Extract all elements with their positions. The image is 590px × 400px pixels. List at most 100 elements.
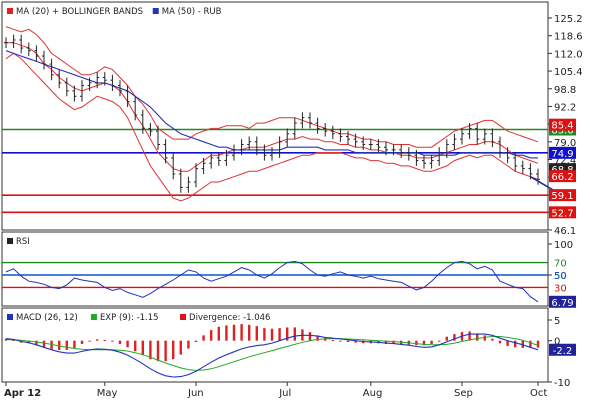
price-bar	[64, 77, 69, 97]
divergence-bar	[316, 335, 319, 341]
rsi-legend-label-0: RSI	[16, 237, 30, 247]
price-legend-label-0: MA (20) + BOLLINGER BANDS	[16, 7, 143, 17]
divergence-bar	[498, 340, 502, 344]
price-bar	[209, 152, 214, 169]
divergence-bar	[172, 340, 175, 360]
price-bar	[178, 168, 183, 193]
divergence-bar	[194, 340, 198, 342]
x-axis-label-0: Apr 12	[4, 388, 41, 399]
rsi-level-label-0: 70	[554, 259, 567, 270]
divergence-bar	[73, 340, 76, 348]
rsi-legend-swatch-0	[7, 238, 13, 244]
price-bar	[300, 112, 305, 129]
divergence-bar	[187, 340, 190, 349]
price-bar	[102, 72, 107, 86]
divergence-bar	[278, 328, 281, 341]
divergence-bar	[103, 340, 106, 342]
x-axis-label-1: May	[97, 388, 118, 399]
bollinger-upper-line	[5, 26, 539, 148]
rsi-marker-tag-0-box	[549, 295, 576, 308]
divergence-bar	[529, 340, 532, 348]
divergence-bar	[27, 340, 30, 344]
price-bar	[72, 85, 77, 102]
price-level-tag-0-label: 83.6	[551, 125, 573, 136]
price-bar	[414, 149, 419, 166]
divergence-bar	[445, 336, 448, 341]
divergence-bar	[476, 333, 479, 341]
price-bar	[422, 155, 426, 169]
price-bar	[156, 125, 160, 150]
macd-legend-swatch-2	[180, 314, 187, 320]
x-axis-label-5: Sep	[454, 388, 473, 399]
price-bar	[353, 133, 358, 148]
divergence-bar	[134, 340, 137, 352]
price-level-tag-2-box	[549, 189, 576, 202]
macd-axis-label-0: 5	[554, 316, 560, 327]
divergence-bar	[12, 340, 15, 342]
price-axis-label-0: 125.2	[554, 14, 583, 25]
price-axis-label-5: 92.2	[554, 102, 576, 113]
divergence-bar	[164, 340, 167, 362]
divergence-bar	[202, 335, 205, 341]
price-bar	[34, 45, 39, 62]
price-bar	[87, 77, 92, 91]
price-level-tag-1-label: 74.9	[551, 149, 573, 160]
price-bar	[338, 128, 343, 142]
price-bar	[19, 34, 24, 54]
macd-axis-label-1: 0	[554, 337, 560, 348]
divergence-bar	[156, 340, 160, 362]
price-level-tag-3-label: 52.7	[551, 208, 573, 219]
price-bar	[140, 109, 145, 134]
divergence-bar	[232, 324, 236, 341]
divergence-bar	[438, 340, 441, 342]
price-legend-swatch-1	[152, 8, 159, 14]
price-panel-frame	[1, 1, 549, 231]
macd-axis-label-2: -10	[554, 378, 570, 389]
price-bar	[239, 139, 244, 156]
price-bar	[467, 123, 472, 140]
rsi-panel-frame	[1, 231, 549, 307]
divergence-bar	[217, 326, 220, 341]
price-bar	[95, 72, 100, 89]
price-bar	[4, 37, 8, 49]
divergence-bar	[483, 335, 486, 341]
price-bar	[148, 123, 153, 137]
price-bar	[11, 34, 16, 49]
price-bar	[399, 144, 404, 158]
price-bar	[80, 80, 84, 102]
price-axis-label-12: 46.1	[554, 226, 576, 237]
divergence-bar	[255, 326, 258, 341]
macd-legend-swatch-0	[7, 314, 13, 320]
price-level-tag-1-box	[549, 146, 576, 159]
price-bar	[520, 160, 525, 174]
price-bar	[429, 155, 434, 169]
price-bar	[460, 128, 464, 145]
price-bar	[330, 125, 335, 140]
macd-line	[5, 333, 539, 378]
price-bar	[57, 69, 62, 89]
price-bar	[513, 152, 518, 172]
divergence-bar	[179, 340, 182, 355]
divergence-bar	[286, 327, 289, 341]
divergence-bar	[141, 340, 144, 356]
price-axis-label-8: 72.4	[554, 156, 576, 167]
price-bar	[346, 131, 350, 145]
divergence-bar	[96, 339, 99, 341]
price-bar	[247, 136, 252, 150]
price-marker-tag-0-box	[549, 118, 576, 131]
price-bar	[437, 147, 442, 166]
rsi-level-label-2: 30	[554, 283, 567, 294]
price-bar	[498, 136, 502, 158]
price-legend-swatch-0	[7, 8, 13, 14]
x-axis-label-3: Jul	[278, 388, 291, 399]
price-level-tag-3-box	[549, 206, 576, 219]
price-bar	[368, 139, 373, 150]
price-bar	[292, 117, 297, 140]
divergence-bar	[35, 340, 38, 346]
divergence-bar	[210, 330, 213, 341]
price-bar	[201, 157, 206, 174]
price-bar	[285, 128, 290, 148]
macd-legend-label-1: EXP (9): -1.15	[100, 313, 159, 323]
price-bar	[110, 74, 115, 91]
